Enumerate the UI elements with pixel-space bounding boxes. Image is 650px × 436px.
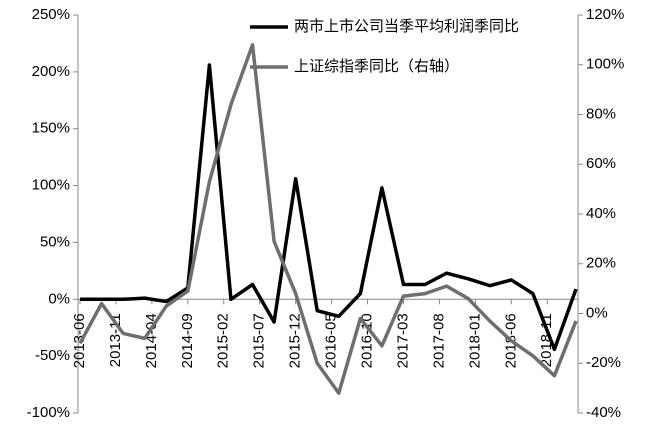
x-tick-label: 2017-03 bbox=[394, 313, 411, 368]
series-line bbox=[80, 63, 578, 352]
y-tick-label: 200% bbox=[32, 63, 70, 80]
y2-tick-label: -40% bbox=[586, 404, 621, 421]
x-tick-label: 2014-04 bbox=[143, 313, 160, 368]
y-tick-label: 100% bbox=[32, 177, 70, 194]
y-tick-label: -50% bbox=[35, 347, 70, 364]
x-tick-label: 2017-08 bbox=[430, 313, 447, 368]
x-tick-label: 2015-12 bbox=[287, 313, 304, 368]
legend-label: 上证综指季同比（右轴） bbox=[294, 58, 459, 75]
x-tick-label: 2015-02 bbox=[215, 313, 232, 368]
y-tick-label: -100% bbox=[27, 404, 70, 421]
legend-label: 两市上市公司当季平均利润季同比 bbox=[294, 18, 519, 35]
x-tick-label: 2014-09 bbox=[179, 313, 196, 368]
y-tick-label: 150% bbox=[32, 120, 70, 137]
x-tick-label: 2016-10 bbox=[359, 313, 376, 368]
x-tick-label: 2018-11 bbox=[538, 313, 555, 367]
x-tick-label: 2018-01 bbox=[466, 313, 483, 368]
y2-tick-label: 120% bbox=[586, 6, 624, 23]
y2-tick-label: 100% bbox=[586, 56, 624, 73]
y2-tick-label: 20% bbox=[586, 255, 616, 272]
y-tick-label: 0% bbox=[48, 290, 70, 307]
y2-tick-label: -20% bbox=[586, 354, 621, 371]
x-tick-label: 2016-05 bbox=[323, 313, 340, 368]
y-tick-label: 250% bbox=[32, 6, 70, 23]
y2-tick-label: 40% bbox=[586, 205, 616, 222]
series-line bbox=[78, 43, 578, 395]
y2-tick-label: 60% bbox=[586, 155, 616, 172]
y-tick-label: 50% bbox=[40, 233, 70, 250]
y2-tick-label: 0% bbox=[586, 304, 608, 321]
y2-tick-label: 80% bbox=[586, 105, 616, 122]
x-tick-label: 2015-07 bbox=[251, 313, 268, 368]
